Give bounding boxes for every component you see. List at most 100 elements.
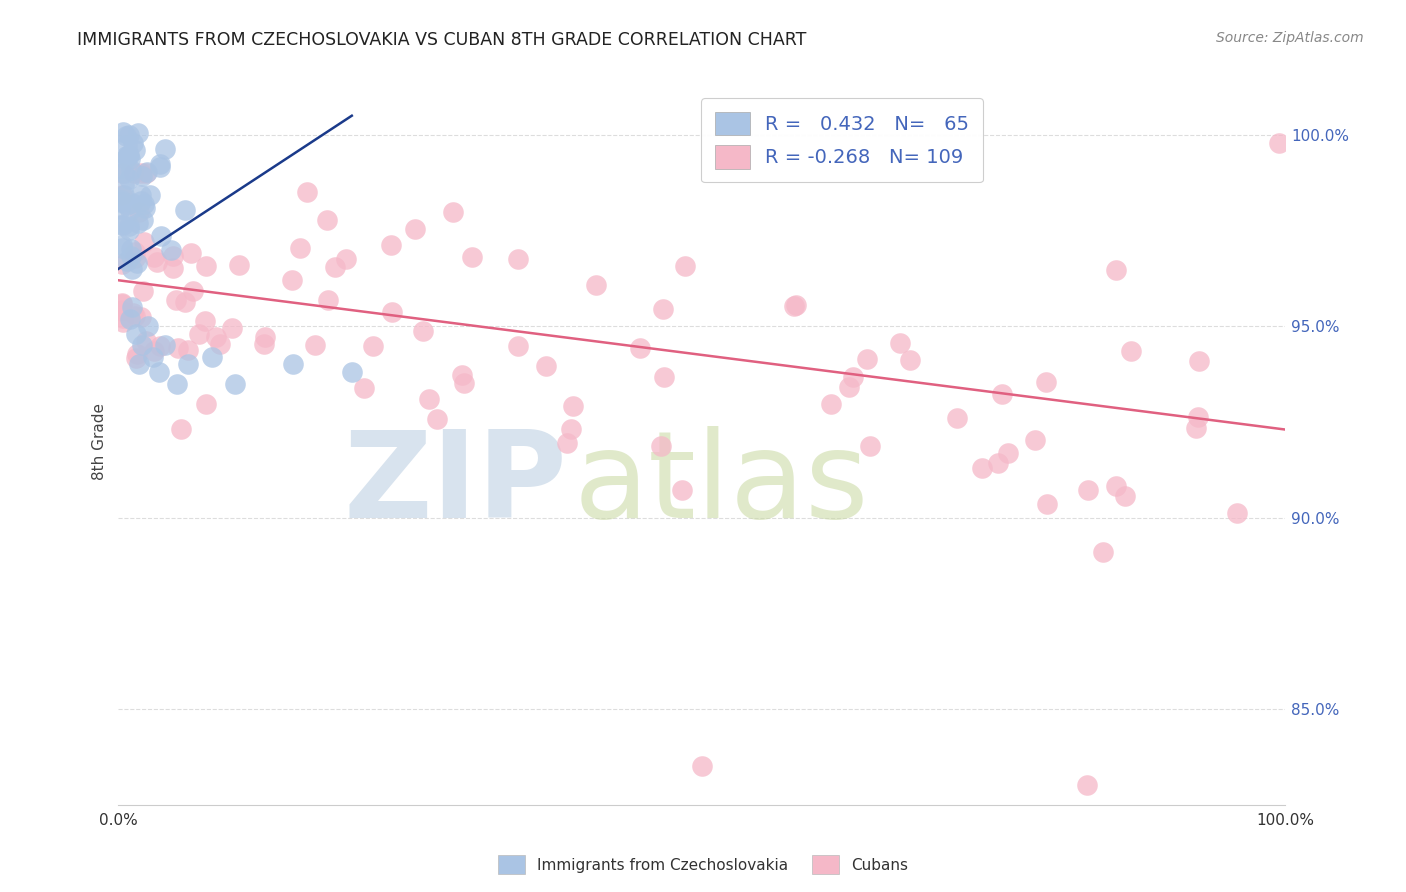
Point xyxy=(112,187,135,202)
Point xyxy=(118,128,141,142)
Point xyxy=(129,194,152,209)
Point xyxy=(111,188,134,202)
Point xyxy=(128,205,150,219)
Point xyxy=(112,315,135,329)
Point xyxy=(187,326,209,341)
Point xyxy=(353,380,375,394)
Point xyxy=(108,218,131,232)
Point xyxy=(997,445,1019,459)
Point xyxy=(120,249,142,263)
Point xyxy=(1187,410,1209,425)
Point xyxy=(135,166,157,180)
Point xyxy=(135,334,157,349)
Point xyxy=(167,342,190,356)
Text: Source: ZipAtlas.com: Source: ZipAtlas.com xyxy=(1216,31,1364,45)
Point xyxy=(174,295,197,310)
Point xyxy=(120,243,142,257)
Point xyxy=(122,136,145,150)
Point xyxy=(194,314,217,328)
Text: IMMIGRANTS FROM CZECHOSLOVAKIA VS CUBAN 8TH GRADE CORRELATION CHART: IMMIGRANTS FROM CZECHOSLOVAKIA VS CUBAN … xyxy=(77,31,807,49)
Point xyxy=(112,178,135,192)
Point xyxy=(117,172,139,186)
Point xyxy=(450,368,472,382)
Point xyxy=(111,303,134,318)
Point xyxy=(585,278,607,293)
Point xyxy=(139,187,162,202)
Point xyxy=(145,254,167,268)
Point xyxy=(283,358,305,372)
Point xyxy=(654,370,676,384)
Point xyxy=(124,309,146,323)
Point xyxy=(1105,478,1128,492)
Point xyxy=(783,299,806,313)
Point xyxy=(166,376,188,391)
Point xyxy=(153,338,176,352)
Point xyxy=(110,193,132,207)
Point xyxy=(177,343,200,358)
Point xyxy=(404,222,426,236)
Point xyxy=(842,370,865,384)
Point xyxy=(111,238,134,252)
Point xyxy=(131,169,153,183)
Point xyxy=(555,436,578,450)
Point xyxy=(970,460,993,475)
Point xyxy=(127,127,149,141)
Point xyxy=(131,166,153,180)
Point xyxy=(108,194,131,209)
Point xyxy=(859,439,882,453)
Point xyxy=(134,235,156,250)
Point xyxy=(129,187,152,202)
Point xyxy=(111,303,134,318)
Point xyxy=(142,350,165,364)
Point xyxy=(149,157,172,171)
Point xyxy=(335,252,357,266)
Point xyxy=(1077,483,1099,497)
Point xyxy=(650,439,672,453)
Point xyxy=(124,245,146,260)
Point xyxy=(124,143,146,157)
Point xyxy=(201,350,224,364)
Point xyxy=(115,149,138,163)
Point xyxy=(120,311,142,326)
Point xyxy=(134,202,156,216)
Point xyxy=(121,196,143,211)
Point xyxy=(340,365,363,379)
Point xyxy=(111,166,134,180)
Point xyxy=(120,202,142,217)
Text: atlas: atlas xyxy=(574,426,869,543)
Point xyxy=(205,330,228,344)
Point xyxy=(122,166,145,180)
Point xyxy=(148,365,170,379)
Y-axis label: 8th Grade: 8th Grade xyxy=(93,402,107,480)
Point xyxy=(194,396,217,410)
Text: ZIP: ZIP xyxy=(344,426,568,543)
Point xyxy=(208,337,231,351)
Point xyxy=(174,202,197,217)
Point xyxy=(170,422,193,436)
Point xyxy=(443,204,465,219)
Point xyxy=(898,352,921,367)
Point xyxy=(117,149,139,163)
Point xyxy=(115,128,138,143)
Point xyxy=(820,397,842,411)
Point xyxy=(381,305,404,319)
Point xyxy=(108,161,131,176)
Point xyxy=(318,293,340,308)
Point xyxy=(675,259,697,273)
Point xyxy=(316,212,339,227)
Point xyxy=(155,142,177,156)
Point xyxy=(143,344,166,359)
Point xyxy=(115,137,138,152)
Point xyxy=(136,319,159,334)
Point xyxy=(111,241,134,255)
Point xyxy=(990,386,1012,401)
Point xyxy=(1036,497,1059,511)
Legend: Immigrants from Czechoslovakia, Cubans: Immigrants from Czechoslovakia, Cubans xyxy=(492,849,914,880)
Point xyxy=(671,483,693,498)
Point xyxy=(118,152,141,166)
Legend: R =   0.432   N=   65, R = -0.268   N= 109: R = 0.432 N= 65, R = -0.268 N= 109 xyxy=(702,98,983,183)
Point xyxy=(111,257,134,271)
Point xyxy=(785,298,807,312)
Point xyxy=(1119,344,1142,359)
Point xyxy=(108,202,131,216)
